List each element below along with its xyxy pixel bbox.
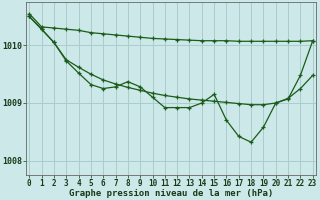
X-axis label: Graphe pression niveau de la mer (hPa): Graphe pression niveau de la mer (hPa): [69, 189, 273, 198]
